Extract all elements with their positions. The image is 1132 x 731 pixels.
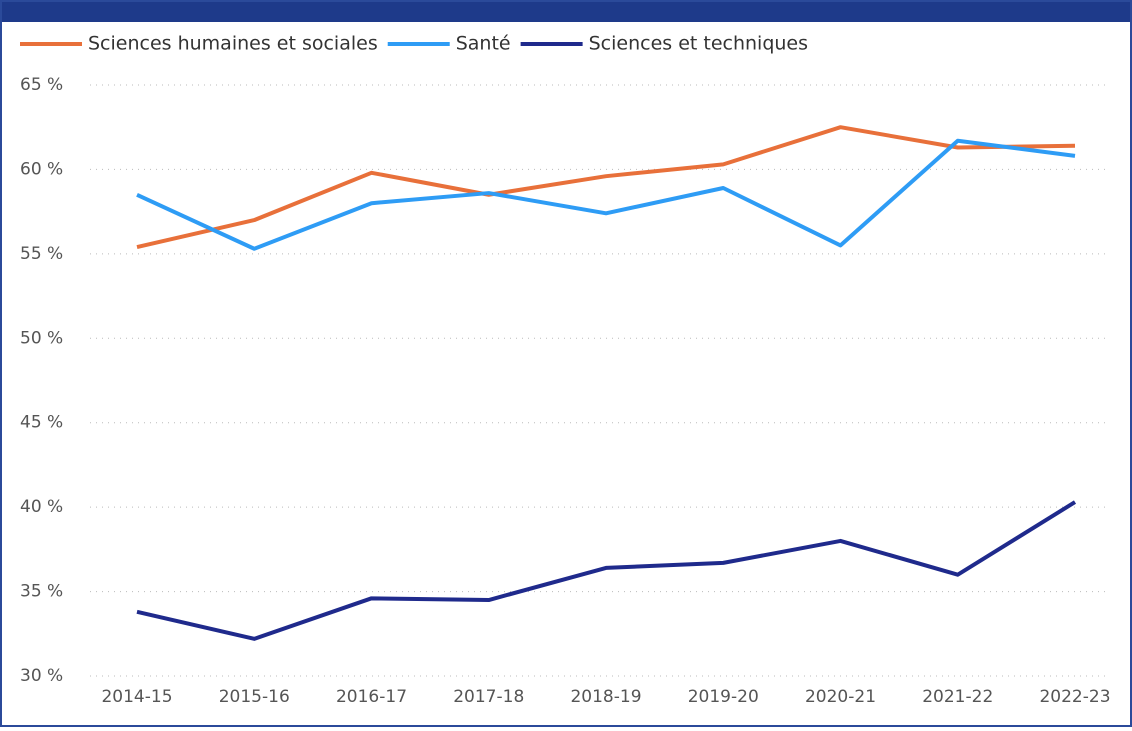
x-tick-label: 2016-17 — [336, 687, 407, 707]
header-bar — [0, 0, 1132, 22]
series-line — [136, 500, 1077, 641]
y-tick-label: 60 % — [20, 159, 63, 179]
series-line — [136, 125, 1076, 250]
x-tick-label: 2018-19 — [570, 687, 641, 707]
y-tick-label: 35 % — [20, 582, 63, 602]
y-tick-label: 45 % — [20, 413, 63, 433]
legend-label: Santé — [456, 33, 511, 55]
y-tick-label: 40 % — [20, 497, 63, 517]
legend-label: Sciences humaines et sociales — [88, 33, 378, 55]
x-tick-label: 2020-21 — [805, 687, 876, 707]
series-line — [136, 138, 1076, 251]
y-tick-label: 50 % — [20, 328, 63, 348]
x-tick-label: 2022-23 — [1039, 687, 1110, 707]
x-tick-label: 2021-22 — [922, 687, 993, 707]
x-tick-label: 2017-18 — [453, 687, 524, 707]
x-tick-label: 2019-20 — [688, 687, 759, 707]
legend-label: Sciences et techniques — [589, 33, 808, 55]
x-tick-label: 2014-15 — [101, 687, 172, 707]
x-tick-label: 2015-16 — [219, 687, 290, 707]
y-tick-label: 55 % — [20, 244, 63, 264]
y-tick-label: 65 % — [20, 75, 63, 95]
y-tick-label: 30 % — [20, 666, 63, 686]
